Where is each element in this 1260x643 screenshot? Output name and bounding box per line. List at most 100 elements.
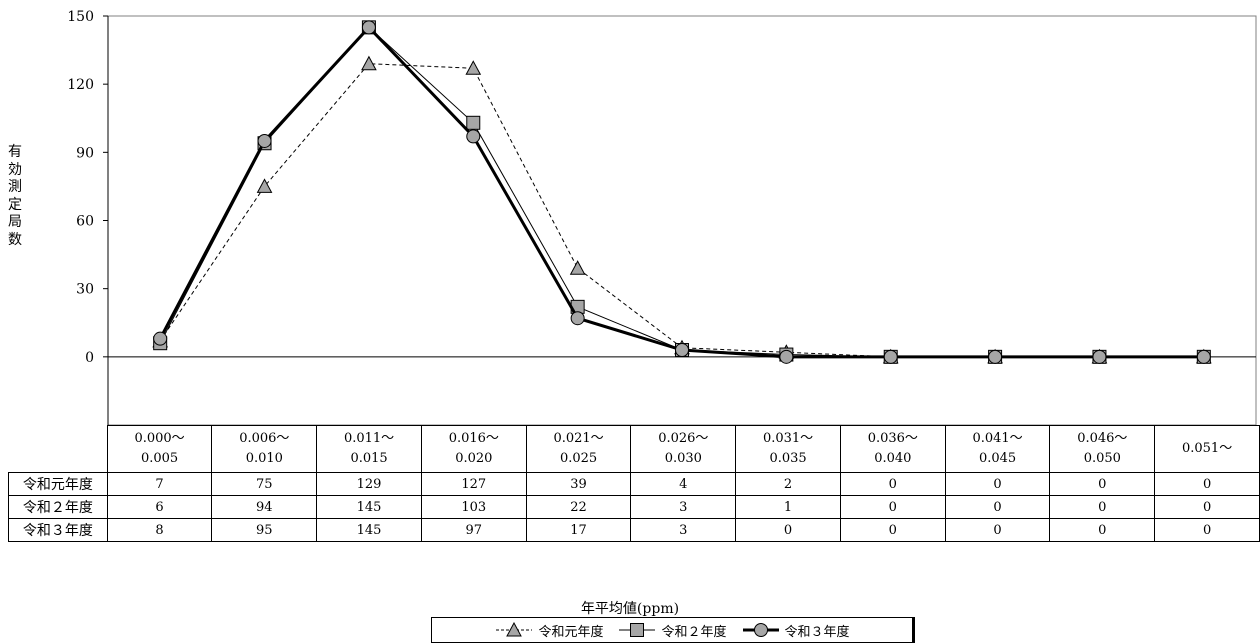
category-label: 0.026～ 0.030 — [630, 425, 737, 473]
x-axis-label: 年平均値(ppm) — [580, 601, 680, 617]
data-point — [1196, 349, 1211, 364]
data-point — [256, 178, 273, 193]
category-label: 0.016～ 0.020 — [420, 425, 527, 473]
y-axis-label-char: 効 — [8, 161, 22, 178]
value-cell: 4 — [630, 472, 737, 496]
series-line — [159, 26, 1204, 358]
value-cell: 0 — [839, 495, 946, 519]
table-corner — [9, 426, 108, 473]
value-cell: 0 — [1049, 495, 1156, 519]
value-cell: 0 — [839, 472, 946, 496]
data-point — [988, 349, 1003, 364]
value-cell: 145 — [316, 495, 422, 519]
series-1 — [152, 55, 1212, 364]
legend-swatch-icon — [619, 623, 656, 637]
category-label: 0.041～ 0.045 — [944, 425, 1051, 473]
data-point — [1092, 349, 1107, 364]
data-point — [466, 129, 481, 144]
category-label: 0.021～ 0.025 — [525, 425, 632, 473]
legend-marker — [753, 623, 768, 637]
value-cell: 7 — [106, 472, 213, 496]
value-cell: 129 — [316, 472, 422, 496]
y-tick-label: 60 — [76, 214, 94, 230]
value-cell: 3 — [630, 495, 737, 519]
category-label: 0.031～ 0.035 — [735, 425, 841, 473]
value-cell: 0 — [1049, 472, 1156, 496]
plot-area-frame — [107, 15, 1257, 426]
series-3 — [153, 20, 1211, 364]
data-point — [361, 55, 377, 71]
table-row: 令和３年度 8 95 145 97 17 3 0 0 0 0 0 — [8, 518, 1260, 542]
legend-swatch-icon — [496, 622, 533, 637]
value-cell: 3 — [630, 518, 737, 542]
series-name-cell: 令和３年度 — [8, 518, 108, 542]
y-axis-label-char: 数 — [8, 231, 22, 248]
value-cell: 127 — [420, 472, 527, 496]
value-cell: 0 — [944, 518, 1051, 542]
category-label: 0.051～ — [1154, 425, 1260, 473]
value-cell: 95 — [211, 518, 318, 542]
value-cell: 17 — [525, 518, 632, 542]
value-cell: 97 — [420, 518, 527, 542]
data-point — [779, 349, 794, 364]
y-axis-label-char: 測 — [8, 179, 22, 195]
value-cell: 0 — [1154, 472, 1260, 496]
category-label: 0.036～ 0.040 — [839, 425, 946, 473]
value-cell: 22 — [525, 495, 632, 519]
legend-marker — [506, 622, 523, 637]
value-cell: 6 — [106, 495, 213, 519]
table-row: 令和元年度 7 75 129 127 39 4 2 0 0 0 0 — [8, 472, 1260, 496]
data-point — [153, 331, 168, 346]
value-cell: 39 — [525, 472, 632, 496]
series-name-cell: 令和元年度 — [8, 472, 108, 496]
series-2 — [153, 20, 1211, 364]
value-cell: 0 — [735, 518, 841, 542]
data-point — [675, 343, 689, 358]
legend-item: 令和元年度 — [494, 621, 603, 640]
series-line — [159, 63, 1204, 358]
data-point — [466, 115, 481, 130]
table-row: 令和２年度 6 94 145 103 22 3 1 0 0 0 0 — [8, 495, 1260, 519]
value-cell: 0 — [1049, 518, 1156, 542]
value-cell: 0 — [1154, 495, 1260, 519]
legend-item: 令和２年度 — [617, 621, 727, 640]
data-point — [569, 260, 586, 275]
y-tick-label: 90 — [76, 145, 94, 161]
category-label: 0.006～ 0.010 — [211, 425, 318, 473]
data-point — [465, 60, 482, 75]
legend-label: 令和３年度 — [784, 624, 850, 640]
value-cell: 2 — [735, 472, 841, 496]
y-axis-label-char: 有 — [8, 144, 22, 160]
value-cell: 0 — [944, 472, 1051, 496]
data-point — [570, 311, 585, 326]
value-cell: 0 — [839, 518, 946, 542]
y-tick-label: 30 — [76, 282, 94, 298]
value-cell: 75 — [211, 472, 318, 496]
value-cell: 0 — [1154, 518, 1260, 542]
value-cell: 0 — [944, 495, 1051, 519]
legend-swatch-icon — [742, 623, 779, 637]
value-cell: 103 — [420, 495, 527, 519]
legend-item: 令和３年度 — [741, 621, 850, 640]
category-label: 0.011～ 0.015 — [316, 425, 422, 473]
y-tick-label: 0 — [85, 350, 94, 366]
value-cell: 8 — [106, 518, 213, 542]
data-point — [257, 133, 272, 148]
category-label: 0.046～ 0.050 — [1049, 425, 1156, 473]
data-point — [361, 20, 376, 35]
series-name-cell: 令和２年度 — [8, 495, 108, 519]
value-cell: 145 — [316, 518, 422, 542]
data-point — [883, 349, 898, 364]
category-label: 0.000～ 0.005 — [106, 425, 213, 473]
y-tick-label: 120 — [67, 77, 94, 93]
series-line — [158, 25, 1204, 359]
legend-label: 令和元年度 — [538, 624, 604, 640]
value-cell: 94 — [211, 495, 318, 519]
y-axis-label-char: 局 — [8, 214, 22, 230]
legend-label: 令和２年度 — [661, 624, 727, 640]
data-table: 0.000～ 0.005 0.006～ 0.010 0.011～ 0.015 0.016～ 0… — [8, 425, 1260, 542]
y-axis-label-char: 定 — [8, 196, 22, 213]
legend-marker — [630, 623, 645, 637]
legend: 令和元年度 令和２年度 令和３年度 — [431, 617, 915, 643]
